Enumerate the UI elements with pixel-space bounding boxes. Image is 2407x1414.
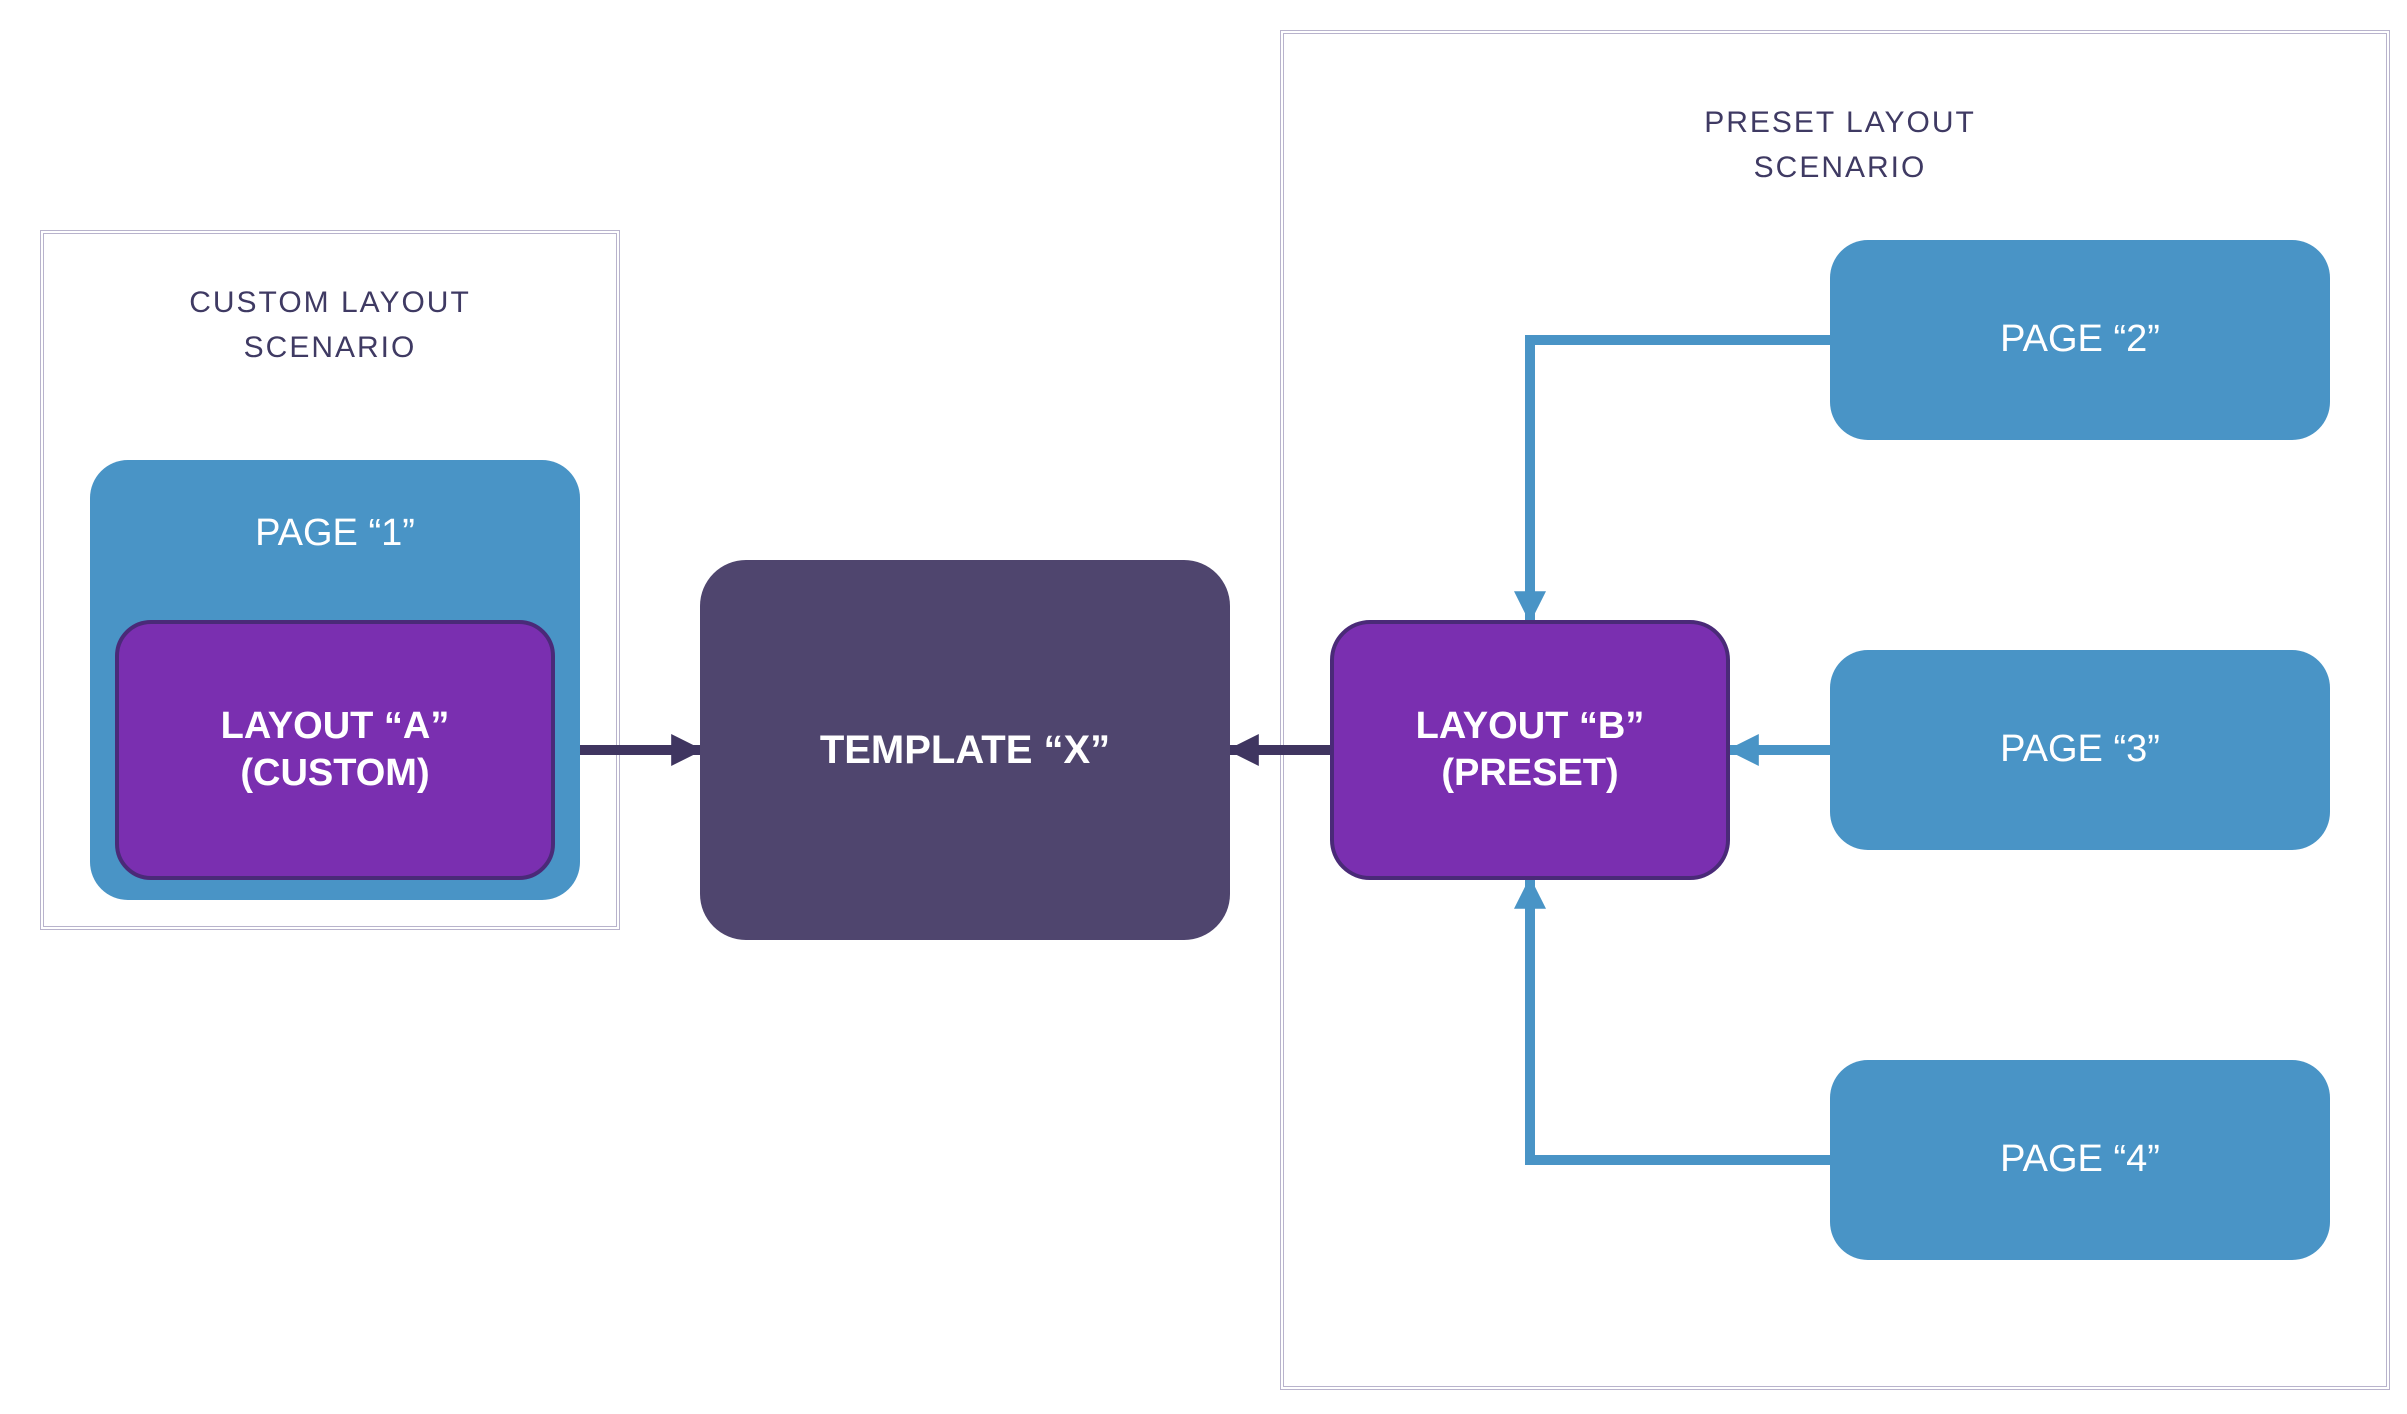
edge-page2-to-layoutB: [1530, 340, 1830, 620]
node-page-3-label: PAGE “3”: [1988, 726, 2172, 774]
node-layout-a-label: LAYOUT “A” (CUSTOM): [209, 703, 462, 798]
node-page-2-label: PAGE “2”: [1988, 316, 2172, 364]
node-page-1-label: PAGE “1”: [243, 460, 427, 558]
node-page-3: PAGE “3”: [1830, 650, 2330, 850]
node-page-4: PAGE “4”: [1830, 1060, 2330, 1260]
node-page-4-label: PAGE “4”: [1988, 1136, 2172, 1184]
diagram-canvas: CUSTOM LAYOUT SCENARIO PRESET LAYOUT SCE…: [0, 0, 2407, 1414]
node-layout-b: LAYOUT “B” (PRESET): [1330, 620, 1730, 880]
node-layout-a: LAYOUT “A” (CUSTOM): [115, 620, 555, 880]
edge-page4-to-layoutB: [1530, 880, 1830, 1160]
node-template-x-label: TEMPLATE “X”: [808, 725, 1122, 775]
node-page-2: PAGE “2”: [1830, 240, 2330, 440]
node-layout-b-label: LAYOUT “B” (PRESET): [1404, 703, 1657, 798]
node-template-x: TEMPLATE “X”: [700, 560, 1230, 940]
